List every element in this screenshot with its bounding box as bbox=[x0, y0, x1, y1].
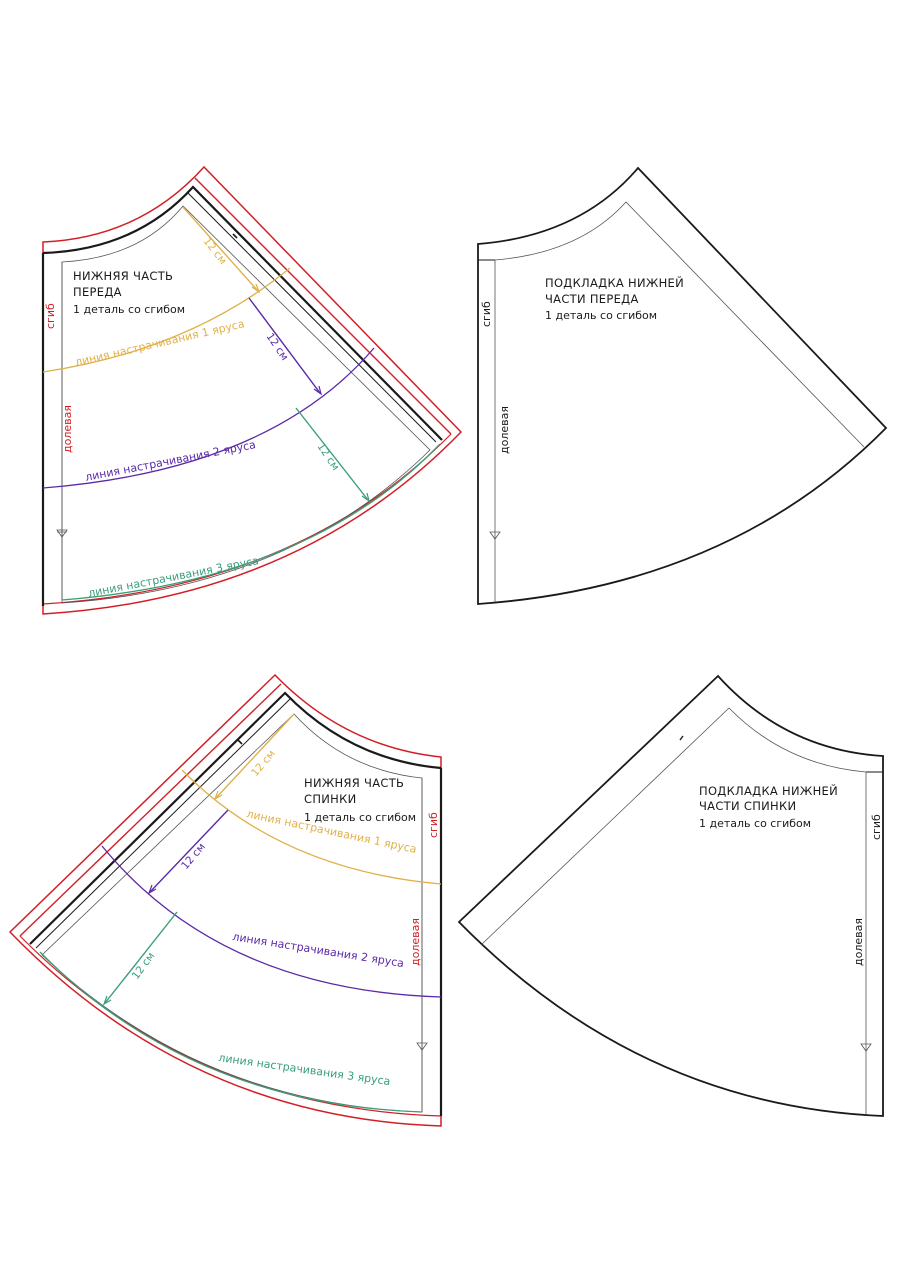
back-seam-allowance-inner bbox=[19, 683, 282, 937]
back-tier1-line bbox=[181, 769, 442, 885]
front-measure2-arrow bbox=[248, 297, 321, 394]
front-outline-inner-edge bbox=[187, 192, 437, 443]
front-measure1-label: 12 см bbox=[201, 235, 229, 266]
back-title-line2: СПИНКИ bbox=[304, 792, 357, 806]
back-lining-subtitle: 1 деталь со сгибом bbox=[699, 817, 811, 830]
back-notch bbox=[237, 739, 243, 745]
front-measure1-arrow bbox=[182, 206, 259, 292]
back-measure1-arrowhead-icon bbox=[213, 790, 223, 801]
front-lining-piece: ПОДКЛАДКА НИЖНЕЙ ЧАСТИ ПЕРЕДА 1 деталь с… bbox=[477, 166, 888, 605]
back-tier2-label: линия настрачивания 2 яруса bbox=[232, 930, 405, 970]
front-tier2-line bbox=[42, 347, 375, 489]
front-lining-subtitle: 1 деталь со сгибом bbox=[545, 309, 657, 322]
front-seam-allowance-outline bbox=[42, 165, 463, 615]
front-lining-title-line2: ЧАСТИ ПЕРЕДА bbox=[545, 292, 639, 306]
back-outline-inner-edge bbox=[35, 698, 291, 949]
back-lining-title-line1: ПОДКЛАДКА НИЖНЕЙ bbox=[699, 783, 838, 798]
back-seam-allowance-bottom bbox=[19, 935, 442, 1117]
front-title-line2: ПЕРЕДА bbox=[73, 285, 122, 299]
front-tier1-label: линия настрачивания 1 яруса bbox=[74, 317, 246, 369]
front-seam-allowance-bottom bbox=[42, 433, 452, 605]
front-lining-fold-label: сгиб bbox=[480, 301, 493, 327]
front-lining-title-line1: ПОДКЛАДКА НИЖНЕЙ bbox=[545, 275, 684, 290]
back-lining-inner-thin-line bbox=[480, 707, 867, 946]
back-outline bbox=[29, 691, 443, 1116]
front-lining-outline bbox=[477, 166, 888, 605]
front-measure3-arrow bbox=[295, 407, 369, 501]
front-lining-inner-thin-line bbox=[494, 201, 865, 448]
front-tier2-label: линия настрачивания 2 яруса bbox=[84, 438, 257, 484]
front-lining-grainline-arrow-icon bbox=[489, 531, 501, 540]
front-notch bbox=[232, 233, 238, 239]
back-measure2-arrowhead-icon bbox=[147, 884, 157, 895]
front-grainline-arrow-icon bbox=[56, 529, 68, 538]
back-title-line1: НИЖНЯЯ ЧАСТЬ bbox=[304, 776, 404, 790]
front-fold-label: сгиб bbox=[44, 303, 57, 329]
back-lining-grain-label: долевая bbox=[852, 918, 865, 966]
front-grain-label: долевая bbox=[61, 405, 74, 453]
front-subtitle: 1 деталь со сгибом bbox=[73, 303, 185, 316]
back-measure1-arrow bbox=[215, 713, 295, 799]
back-grainline-arrow-icon bbox=[416, 1042, 428, 1051]
back-measure3-arrowhead-icon bbox=[102, 995, 112, 1006]
back-tier2-line bbox=[101, 845, 442, 998]
front-measure1-arrowhead-icon bbox=[251, 283, 261, 294]
back-measure3-arrow bbox=[104, 911, 178, 1004]
front-lower-piece: НИЖНЯЯ ЧАСТЬ ПЕРЕДА 1 деталь со сгибом с… bbox=[41, 165, 463, 615]
back-tier3-label: линия настрачивания 3 яруса bbox=[218, 1051, 392, 1088]
front-tier3-line bbox=[61, 443, 441, 601]
front-tier1-line bbox=[42, 267, 291, 373]
front-outline bbox=[41, 185, 443, 606]
front-title-line1: НИЖНЯЯ ЧАСТЬ bbox=[73, 269, 173, 283]
back-subtitle: 1 деталь со сгибом bbox=[304, 811, 416, 824]
back-lining-notch bbox=[679, 735, 684, 741]
back-lining-title-line2: ЧАСТИ СПИНКИ bbox=[699, 799, 796, 813]
back-lining-outline bbox=[457, 674, 884, 1117]
back-grain-label: долевая bbox=[409, 918, 422, 966]
back-lower-piece: НИЖНЯЯ ЧАСТЬ СПИНКИ 1 деталь со сгибом с… bbox=[8, 673, 443, 1127]
front-lining-grain-label: долевая bbox=[498, 406, 511, 454]
front-inner-thin-line bbox=[61, 205, 431, 604]
back-measure2-arrow bbox=[149, 809, 229, 893]
back-lining-fold-label: сгиб bbox=[870, 814, 883, 840]
back-lining-grainline-arrow-icon bbox=[860, 1043, 872, 1052]
front-measure3-arrowhead-icon bbox=[361, 492, 370, 503]
front-seam-allowance-inner bbox=[194, 177, 452, 435]
front-measure2-arrowhead-icon bbox=[313, 385, 322, 396]
back-lining-piece: ПОДКЛАДКА НИЖНЕЙ ЧАСТИ СПИНКИ 1 деталь с… bbox=[457, 674, 884, 1117]
back-seam-allowance-outline bbox=[8, 673, 442, 1127]
back-fold-label: сгиб bbox=[427, 812, 440, 838]
back-tier3-line bbox=[39, 951, 423, 1113]
front-measure3-label: 12 см bbox=[315, 441, 342, 473]
